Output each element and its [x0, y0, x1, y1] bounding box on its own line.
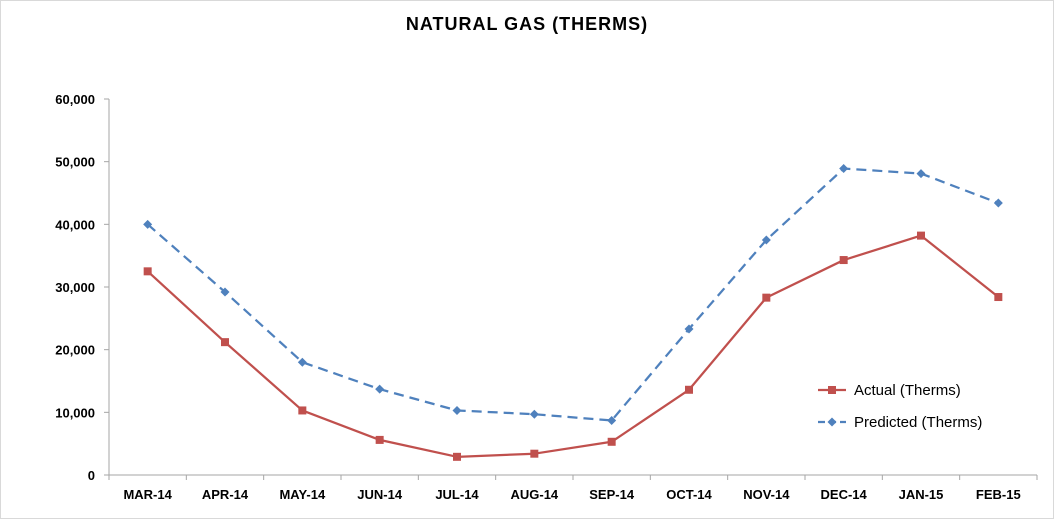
x-tick-label: AUG-14	[510, 487, 558, 502]
x-tick-label: JAN-15	[899, 487, 944, 502]
legend-label: Actual (Therms)	[854, 382, 961, 399]
data-point	[452, 405, 462, 415]
legend-label: Predicted (Therms)	[854, 414, 982, 431]
data-point	[762, 293, 771, 302]
data-point	[685, 385, 693, 394]
data-point	[684, 324, 694, 334]
x-tick-label: MAY-14	[279, 487, 326, 502]
data-point	[993, 198, 1003, 208]
legend-marker	[828, 386, 836, 394]
x-tick-label: SEP-14	[589, 487, 635, 502]
y-tick-label: 10,000	[55, 405, 95, 420]
x-tick-label: FEB-15	[976, 487, 1021, 502]
legend-marker	[827, 417, 837, 427]
legend-item: Actual (Therms)	[818, 382, 961, 399]
data-point	[839, 164, 849, 174]
data-point	[297, 357, 307, 367]
axes: 0 10,000 20,000 30,000 40,000 50,000 60,000 MAR…	[55, 92, 1038, 502]
data-point	[607, 437, 616, 446]
data-point	[761, 235, 771, 245]
data-point	[916, 169, 926, 179]
legend-item: Predicted (Therms)	[818, 414, 982, 431]
x-tick-label: JUN-14	[357, 487, 403, 502]
data-point	[917, 231, 925, 240]
data-point	[607, 415, 617, 425]
y-tick-label: 30,000	[55, 280, 95, 295]
data-point	[994, 293, 1003, 302]
data-point	[143, 219, 153, 229]
x-tick-label: OCT-14	[666, 487, 712, 502]
data-point	[375, 435, 384, 444]
x-tick-label: JUL-14	[435, 487, 479, 502]
data-point	[375, 384, 385, 394]
series-group	[143, 164, 1003, 461]
series-predicted	[143, 164, 1003, 425]
data-point	[143, 267, 152, 276]
y-tick-label: 20,000	[55, 343, 95, 358]
series-actual	[143, 231, 1003, 461]
data-point	[529, 409, 539, 419]
x-tick-label: APR-14	[202, 487, 249, 502]
chart-title: NATURAL GAS (THERMS)	[406, 14, 648, 34]
y-tick-label: 60,000	[55, 92, 95, 107]
data-point	[298, 406, 307, 415]
data-point	[453, 452, 461, 461]
data-point	[530, 449, 539, 458]
y-tick-label: 50,000	[55, 155, 95, 170]
data-point	[839, 256, 848, 265]
y-tick-label: 40,000	[55, 217, 95, 232]
legend: Actual (Therms) Predicted (Therms)	[818, 382, 982, 431]
x-tick-label: NOV-14	[743, 487, 790, 502]
x-tick-label: MAR-14	[123, 487, 172, 502]
x-tick-label: DEC-14	[821, 487, 868, 502]
data-point	[221, 338, 229, 347]
series-line	[146, 234, 1000, 458]
series-line	[146, 167, 999, 422]
y-tick-label: 0	[88, 468, 95, 483]
data-point	[220, 287, 230, 297]
